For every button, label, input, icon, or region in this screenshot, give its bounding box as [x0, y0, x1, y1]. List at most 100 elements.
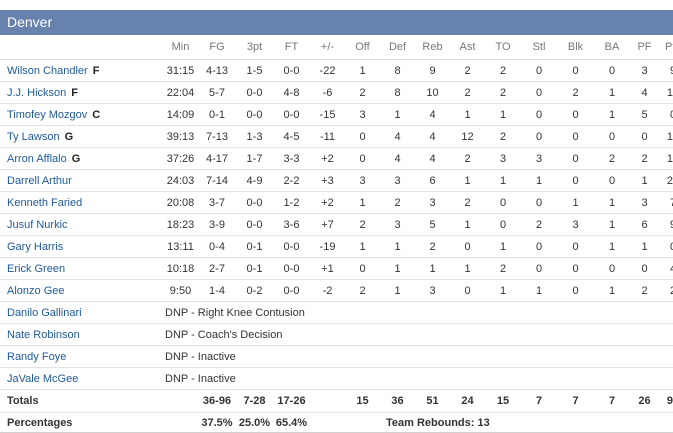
player-position: G [71, 152, 81, 165]
stat-cell: 0 [557, 59, 594, 82]
player-name-link[interactable]: Kenneth Faried [7, 196, 83, 209]
player-name-link[interactable]: Randy Foye [7, 350, 67, 363]
player-cell: Jusuf Nurkic [0, 213, 163, 236]
stat-cell: 14:09 [163, 103, 198, 126]
stat-cell: 0-0 [273, 59, 310, 82]
stat-cell: 0 [521, 235, 557, 258]
stat-cell: 0 [659, 235, 673, 258]
totals-cell: 36-96 [198, 389, 236, 413]
stat-cell: 3 [521, 147, 557, 170]
stat-cell: 2 [450, 59, 485, 82]
dnp-reason: DNP - Coach's Decision [163, 323, 673, 346]
team-header: Denver [0, 10, 673, 35]
player-cell: Danilo Gallinari [0, 301, 163, 324]
stat-cell: 9 [659, 59, 673, 82]
player-position: G [64, 130, 74, 143]
pct-empty [163, 412, 198, 433]
player-name-link[interactable]: J.J. Hickson [7, 86, 67, 99]
totals-cell: 96 [659, 389, 673, 413]
stat-cell: 1 [485, 279, 521, 302]
stat-cell: 0 [594, 59, 630, 82]
stat-cell: 2 [415, 235, 450, 258]
stat-cell: 4 [380, 147, 415, 170]
stat-cell: 1 [450, 103, 485, 126]
stat-cell: 1 [557, 191, 594, 214]
totals-cell: 24 [450, 389, 485, 413]
player-name-link[interactable]: Darrell Arthur [7, 174, 72, 187]
stat-cell: 1-3 [236, 125, 273, 148]
player-name-link[interactable]: Alonzo Gee [7, 284, 65, 297]
stat-cell: 4 [380, 125, 415, 148]
stat-cell: 3-9 [198, 213, 236, 236]
player-name-link[interactable]: Timofey Mozgov [7, 108, 88, 121]
stat-cell: 5-7 [198, 81, 236, 104]
ft-pct: 65.4% [273, 412, 310, 433]
player-name-link[interactable]: Gary Harris [7, 240, 64, 253]
dnp-reason: DNP - Right Knee Contusion [163, 301, 673, 324]
player-cell: Nate Robinson [0, 323, 163, 346]
stat-cell: -19 [310, 235, 345, 258]
stat-cell: 0-0 [236, 213, 273, 236]
stat-cell: 0 [450, 279, 485, 302]
totals-cell: 15 [345, 389, 380, 413]
header-min: Min [163, 35, 198, 60]
stat-cell: 1 [594, 191, 630, 214]
totals-cell: 36 [380, 389, 415, 413]
stat-cell: 14 [659, 81, 673, 104]
stat-cell: 0-0 [273, 103, 310, 126]
stat-cell: 0 [557, 125, 594, 148]
stat-cell: 10 [415, 81, 450, 104]
stat-cell: -22 [310, 59, 345, 82]
dnp-reason: DNP - Inactive [163, 367, 673, 390]
stat-cell: 3 [630, 191, 659, 214]
stat-cell: 0 [630, 257, 659, 280]
stat-cell: 3 [415, 279, 450, 302]
player-name-link[interactable]: JaVale McGee [7, 372, 79, 385]
player-name-link[interactable]: Nate Robinson [7, 328, 80, 341]
box-score-table: MinFG3ptFT+/-OffDefRebAstTOStlBlkBAPFPts… [0, 35, 673, 433]
stat-cell: 0 [630, 125, 659, 148]
stat-cell: 2 [345, 213, 380, 236]
header-pf: PF [630, 35, 659, 60]
stat-cell: 6 [630, 213, 659, 236]
percentages-label: Percentages [0, 412, 163, 433]
player-cell: Timofey Mozgov C [0, 103, 163, 126]
stat-cell: 3-7 [198, 191, 236, 214]
pct-empty [521, 412, 673, 433]
stat-cell: 3 [345, 169, 380, 192]
stat-cell: 8 [380, 59, 415, 82]
stat-cell: 1 [380, 103, 415, 126]
player-name-link[interactable]: Jusuf Nurkic [7, 218, 68, 231]
stat-cell: 1 [594, 213, 630, 236]
stat-cell: 7-14 [198, 169, 236, 192]
totals-cell: 17-26 [273, 389, 310, 413]
stat-cell: 2 [450, 191, 485, 214]
stat-cell: 0 [521, 81, 557, 104]
stat-cell: 4-9 [236, 169, 273, 192]
player-name-link[interactable]: Ty Lawson [7, 130, 60, 143]
stat-cell: 0 [557, 169, 594, 192]
player-cell: Gary Harris [0, 235, 163, 258]
player-name-link[interactable]: Arron Afflalo [7, 152, 67, 165]
player-cell: Erick Green [0, 257, 163, 280]
stat-cell: 1 [630, 235, 659, 258]
totals-cell: 7-28 [236, 389, 273, 413]
player-position: F [92, 64, 100, 77]
stat-cell: 6 [415, 169, 450, 192]
stat-cell: 10:18 [163, 257, 198, 280]
header-def: Def [380, 35, 415, 60]
stat-cell: 0-1 [198, 103, 236, 126]
player-cell: Darrell Arthur [0, 169, 163, 192]
stat-cell: 4-13 [198, 59, 236, 82]
stat-cell: 9:50 [163, 279, 198, 302]
header-reb: Reb [415, 35, 450, 60]
stat-cell: 1 [380, 257, 415, 280]
stat-cell: 0 [345, 125, 380, 148]
player-name-link[interactable]: Erick Green [7, 262, 66, 275]
player-name-link[interactable]: Wilson Chandler [7, 64, 88, 77]
stat-cell: 4 [415, 147, 450, 170]
stat-cell: 0-0 [236, 103, 273, 126]
player-name-link[interactable]: Danilo Gallinari [7, 306, 82, 319]
